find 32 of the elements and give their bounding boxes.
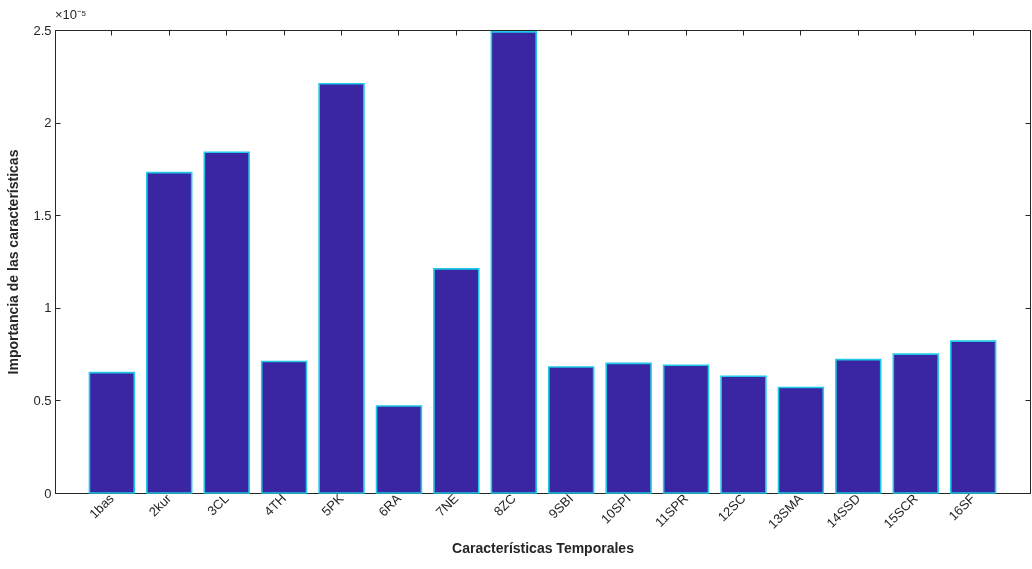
- bar: [548, 366, 595, 494]
- bar: [720, 375, 767, 494]
- bar: [318, 82, 365, 494]
- y-tick-label: 1.5: [33, 207, 52, 223]
- x-tick-label: 6RA: [375, 490, 405, 520]
- bar: [375, 405, 423, 494]
- y-tick-label: 1: [44, 300, 52, 316]
- bar: [892, 353, 939, 494]
- y-axis-title: Importancia de las características: [5, 149, 22, 375]
- bar: [835, 358, 882, 494]
- y-tick-label: 0.5: [33, 392, 52, 408]
- bar: [88, 371, 136, 494]
- text: ×10⁻⁵: [55, 7, 87, 22]
- bar: [146, 171, 193, 494]
- bar: [662, 364, 710, 494]
- x-tick-label: 3CL: [204, 490, 232, 519]
- y-tick-label: 2.5: [33, 22, 52, 38]
- y-tick-label: 0: [44, 485, 52, 501]
- bar: [260, 360, 308, 494]
- bar: [490, 31, 537, 494]
- x-tick-label: 5PK: [318, 490, 347, 519]
- y-tick-label: 2: [44, 115, 52, 131]
- bar: [777, 386, 825, 494]
- bar: [433, 268, 480, 494]
- x-tick-label: 8ZC: [490, 490, 519, 519]
- bar: [949, 340, 997, 494]
- bar: [203, 151, 250, 494]
- bar: [605, 362, 652, 494]
- x-tick-label: 4TH: [261, 490, 290, 519]
- x-axis-title: Características Temporales: [452, 539, 635, 556]
- x-tick-label: 7NE: [432, 490, 462, 520]
- x-tick-label: 2kur: [145, 490, 175, 520]
